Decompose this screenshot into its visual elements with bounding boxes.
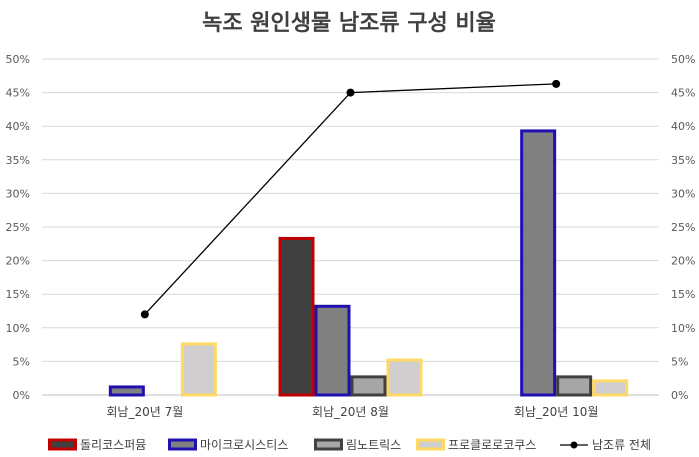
bar bbox=[278, 236, 315, 397]
bar bbox=[556, 375, 593, 397]
legend-line-marker bbox=[570, 441, 578, 449]
bar bbox=[520, 129, 557, 397]
y-tick-label: 30% bbox=[6, 187, 30, 200]
legend-label: 림노트릭스 bbox=[346, 438, 401, 452]
y-axis-right: 0% 5% 10% 15% 20% 25% 30% 35% 40% 45% 50% bbox=[671, 53, 695, 402]
y-tick-label: 45% bbox=[6, 87, 30, 100]
bar bbox=[592, 379, 629, 397]
bar bbox=[180, 342, 217, 397]
legend-swatch bbox=[168, 438, 197, 451]
x-axis: 회남_20년 7월 회남_20년 8월 회남_20년 10월 bbox=[106, 405, 598, 419]
legend-label: 마이크로시스티스 bbox=[200, 438, 288, 452]
y-tick-label: 5% bbox=[13, 355, 30, 368]
total-line bbox=[140, 79, 561, 319]
y2-tick-label: 10% bbox=[671, 322, 695, 335]
bar bbox=[108, 385, 145, 397]
y-tick-label: 35% bbox=[6, 154, 30, 167]
line-series bbox=[144, 83, 557, 315]
legend-label: 돌리코스퍼뮴 bbox=[80, 438, 146, 452]
y2-tick-label: 5% bbox=[671, 355, 688, 368]
y-tick-label: 25% bbox=[6, 221, 30, 234]
y-tick-label: 40% bbox=[6, 120, 30, 133]
x-tick-label: 회남_20년 7월 bbox=[106, 405, 183, 419]
legend-swatch bbox=[48, 438, 77, 451]
y-tick-label: 15% bbox=[6, 288, 30, 301]
x-tick-label: 회남_20년 8월 bbox=[312, 405, 389, 419]
bar bbox=[350, 375, 387, 397]
bar bbox=[386, 358, 423, 397]
y2-tick-label: 40% bbox=[671, 120, 695, 133]
y-tick-label: 10% bbox=[6, 322, 30, 335]
y2-tick-label: 25% bbox=[671, 221, 695, 234]
y-tick-label: 20% bbox=[6, 255, 30, 268]
x-tick-label: 회남_20년 10월 bbox=[514, 405, 599, 419]
y2-tick-label: 0% bbox=[671, 389, 688, 402]
y2-tick-label: 50% bbox=[671, 53, 695, 66]
y2-tick-label: 20% bbox=[671, 255, 695, 268]
bar bbox=[314, 304, 351, 397]
bars bbox=[108, 129, 629, 397]
line-point bbox=[140, 310, 149, 319]
gridlines bbox=[42, 58, 659, 396]
legend-swatch bbox=[416, 438, 445, 451]
chart-title: 녹조 원인생물 남조류 구성 비율 bbox=[202, 11, 496, 36]
line-point bbox=[552, 79, 561, 88]
y2-tick-label: 45% bbox=[671, 87, 695, 100]
y2-tick-label: 35% bbox=[671, 154, 695, 167]
y2-tick-label: 30% bbox=[671, 187, 695, 200]
legend-label: 프로클로로코쿠스 bbox=[448, 438, 536, 452]
legend-swatch bbox=[314, 438, 343, 451]
y-tick-label: 0% bbox=[13, 389, 30, 402]
legend-label: 남조류 전체 bbox=[592, 438, 651, 452]
y-tick-label: 50% bbox=[6, 53, 30, 66]
legend: 돌리코스퍼뮴 마이크로시스티스 림노트릭스 프로클로로코쿠스 남조류 전체 bbox=[48, 438, 651, 452]
y-axis-left: 0% 5% 10% 15% 20% 25% 30% 35% 40% 45% 50% bbox=[6, 53, 30, 402]
line-point bbox=[346, 88, 355, 97]
y2-tick-label: 15% bbox=[671, 288, 695, 301]
